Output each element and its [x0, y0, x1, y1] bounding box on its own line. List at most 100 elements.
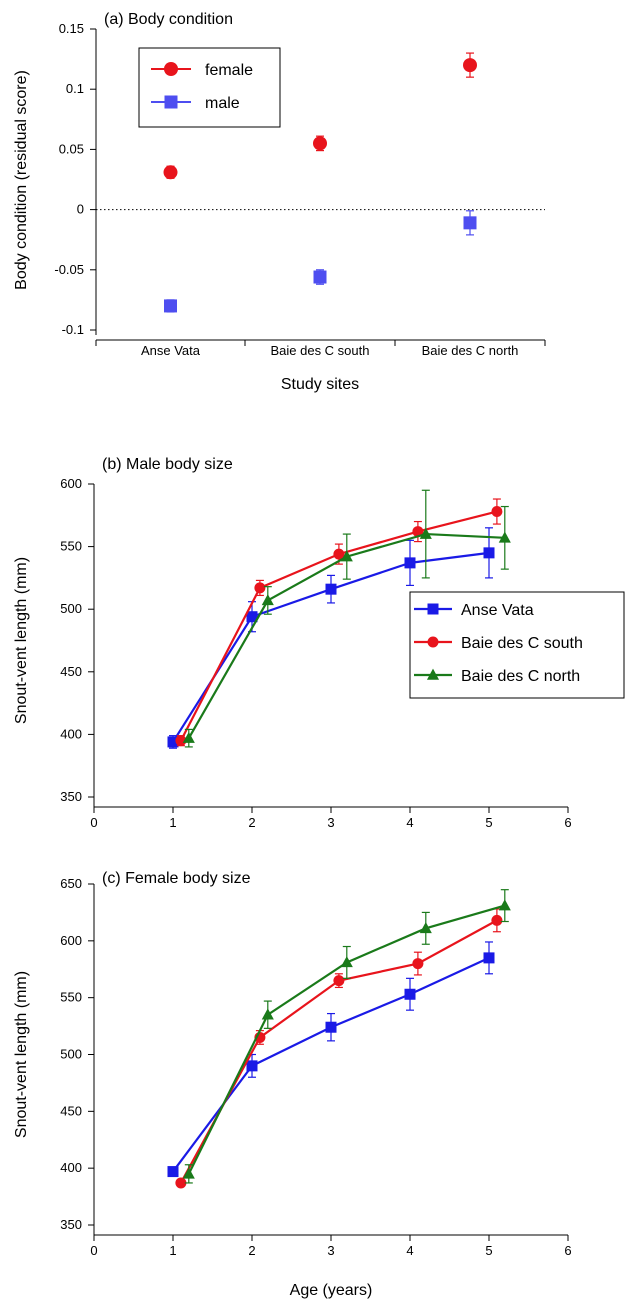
- panel-title: (b) Male body size: [102, 456, 233, 473]
- data-point: [175, 735, 187, 747]
- x-tick-label: Baie des C south: [270, 343, 369, 358]
- data-point: [463, 58, 477, 73]
- data-point: [333, 975, 345, 987]
- data-point: [404, 557, 416, 569]
- legend-box: [138, 47, 281, 128]
- series-male: [164, 210, 477, 313]
- y-tick-label: 450: [60, 1103, 82, 1118]
- data-point: [483, 547, 495, 559]
- data-point: [498, 531, 511, 543]
- series-line: [187, 904, 506, 1175]
- y-tick-label: 0.1: [66, 81, 84, 96]
- legend-marker: [164, 62, 178, 76]
- y-tick-label: -0.05: [54, 262, 84, 277]
- data-point: [463, 216, 477, 230]
- data-point: [175, 1177, 187, 1189]
- series-baie-des-c-south: [175, 498, 503, 747]
- series-female: [163, 52, 477, 180]
- x-tick-label: 4: [406, 815, 413, 830]
- x-tick-label: 5: [485, 815, 492, 830]
- y-tick-label: 550: [60, 990, 82, 1005]
- series-baie-des-c-south: [175, 908, 503, 1189]
- y-axis-title: Body condition (residual score): [13, 70, 30, 290]
- y-axis-title: Snout-vent length (mm): [13, 971, 30, 1138]
- legend-label: Baie des C south: [461, 635, 583, 652]
- x-tick-label: 0: [90, 815, 97, 830]
- y-tick-label: 0.05: [59, 141, 84, 156]
- y-tick-label: 650: [60, 876, 82, 891]
- x-tick-label: 5: [485, 1243, 492, 1258]
- y-tick-label: 600: [60, 933, 82, 948]
- x-tick-label: 3: [327, 1243, 334, 1258]
- data-point: [340, 550, 353, 562]
- data-point: [419, 922, 432, 934]
- panel-title: (a) Body condition: [104, 11, 233, 28]
- x-tick-label: 4: [406, 1243, 413, 1258]
- data-point: [498, 899, 511, 911]
- legend-label: Anse Vata: [461, 602, 534, 619]
- y-tick-label: 550: [60, 539, 82, 554]
- data-point: [333, 548, 345, 560]
- legend-label: male: [205, 95, 240, 112]
- x-tick-label: 6: [564, 815, 571, 830]
- data-point: [491, 914, 503, 926]
- x-tick-label: Anse Vata: [141, 343, 201, 358]
- x-tick-label: 0: [90, 1243, 97, 1258]
- y-tick-label: 450: [60, 664, 82, 679]
- panel-b-male-body-size: 0 1 2 3 4 5 6 350 400 450 500 550 600 (b) Male body s…: [60, 456, 625, 830]
- legend-marker: [427, 603, 439, 615]
- data-point: [163, 165, 178, 180]
- y-tick-label: 500: [60, 1047, 82, 1062]
- series-baie-des-c-north: [182, 489, 511, 748]
- y-tick-label: 500: [60, 601, 82, 616]
- series-baie-des-c-north: [182, 889, 511, 1184]
- data-point: [483, 952, 495, 964]
- data-point: [167, 1166, 179, 1178]
- data-point: [182, 731, 195, 743]
- data-point: [246, 611, 258, 623]
- data-point: [254, 582, 266, 594]
- x-axis-title: Study sites: [281, 376, 359, 393]
- y-tick-label: 0: [77, 202, 84, 217]
- legend-marker: [164, 95, 178, 109]
- series-line: [179, 919, 498, 1184]
- data-point: [261, 594, 274, 606]
- y-tick-label: 400: [60, 1160, 82, 1175]
- y-tick-label: -0.1: [62, 322, 84, 337]
- y-tick-label: 0.15: [59, 21, 84, 36]
- series-anse-vata: [167, 527, 495, 749]
- x-tick-label: Baie des C north: [422, 343, 519, 358]
- data-point: [167, 736, 179, 748]
- data-point: [313, 270, 327, 284]
- x-tick-label: 6: [564, 1243, 571, 1258]
- y-tick-label: 350: [60, 1217, 82, 1232]
- data-point: [340, 956, 353, 968]
- data-point: [261, 1008, 274, 1020]
- legend: female male: [138, 47, 281, 128]
- data-point: [325, 583, 337, 595]
- x-tick-label: 2: [248, 815, 255, 830]
- data-point: [313, 136, 327, 151]
- legend-marker: [427, 636, 439, 648]
- data-point: [164, 299, 177, 313]
- panel-title: (c) Female body size: [102, 870, 251, 887]
- data-point: [325, 1021, 337, 1033]
- data-point: [491, 506, 503, 518]
- x-axis-title: Age (years): [290, 1282, 373, 1299]
- data-point: [412, 958, 424, 970]
- x-tick-label: 3: [327, 815, 334, 830]
- series-line: [172, 956, 490, 1173]
- data-point: [419, 527, 432, 539]
- y-tick-label: 350: [60, 789, 82, 804]
- legend: Anse Vata Baie des C south Baie des C nort…: [409, 591, 625, 699]
- y-tick-label: 400: [60, 726, 82, 741]
- x-tick-label: 1: [169, 1243, 176, 1258]
- x-tick-label: 1: [169, 815, 176, 830]
- series-anse-vata: [167, 941, 495, 1178]
- legend-label: female: [205, 62, 253, 79]
- legend-marker: [426, 668, 440, 680]
- data-point: [412, 526, 424, 538]
- legend-label: Baie des C north: [461, 668, 580, 685]
- panel-a-body-condition: -0.1 -0.05 0 0.05 0.1 0.15 Anse Vata Baie des C…: [54, 11, 546, 393]
